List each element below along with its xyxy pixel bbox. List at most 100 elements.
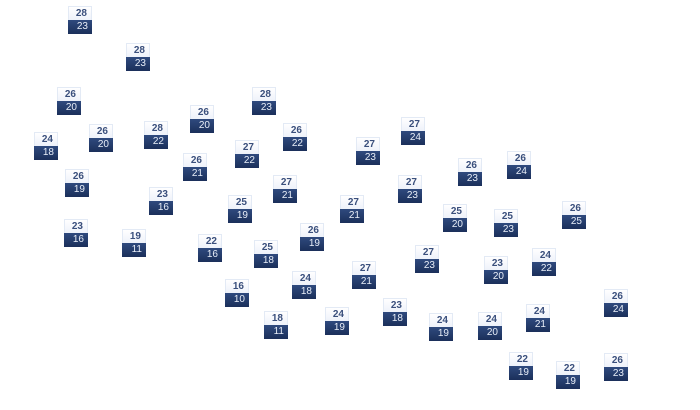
- low-temperature: 23: [494, 223, 518, 237]
- low-temperature: 23: [604, 367, 628, 381]
- high-temperature: 27: [398, 175, 422, 189]
- station-marker[interactable]: 23 18: [383, 298, 407, 326]
- station-marker[interactable]: 19 11: [122, 229, 146, 257]
- station-marker[interactable]: 27 23: [356, 137, 380, 165]
- station-marker[interactable]: 27 21: [273, 175, 297, 203]
- high-temperature: 27: [356, 137, 380, 151]
- low-temperature: 23: [356, 151, 380, 165]
- high-temperature: 26: [65, 169, 89, 183]
- high-temperature: 26: [57, 87, 81, 101]
- station-marker[interactable]: 24 22: [532, 248, 556, 276]
- low-temperature: 24: [401, 131, 425, 145]
- low-temperature: 19: [228, 209, 252, 223]
- high-temperature: 26: [300, 223, 324, 237]
- station-marker[interactable]: 26 23: [458, 158, 482, 186]
- high-temperature: 26: [183, 153, 207, 167]
- high-temperature: 18: [264, 311, 288, 325]
- station-marker[interactable]: 26 20: [89, 124, 113, 152]
- high-temperature: 23: [484, 256, 508, 270]
- low-temperature: 20: [443, 218, 467, 232]
- high-temperature: 23: [149, 187, 173, 201]
- station-marker[interactable]: 24 19: [429, 313, 453, 341]
- high-temperature: 22: [556, 361, 580, 375]
- station-marker[interactable]: 28 23: [252, 87, 276, 115]
- high-temperature: 16: [225, 279, 249, 293]
- station-marker[interactable]: 26 24: [507, 151, 531, 179]
- station-marker[interactable]: 24 18: [292, 271, 316, 299]
- low-temperature: 23: [415, 259, 439, 273]
- low-temperature: 21: [352, 275, 376, 289]
- high-temperature: 25: [494, 209, 518, 223]
- high-temperature: 24: [325, 307, 349, 321]
- high-temperature: 23: [64, 219, 88, 233]
- high-temperature: 26: [562, 201, 586, 215]
- high-temperature: 22: [509, 352, 533, 366]
- station-marker[interactable]: 26 19: [65, 169, 89, 197]
- station-marker[interactable]: 26 20: [57, 87, 81, 115]
- station-marker[interactable]: 22 19: [509, 352, 533, 380]
- station-marker[interactable]: 26 21: [183, 153, 207, 181]
- station-marker[interactable]: 23 16: [64, 219, 88, 247]
- station-marker[interactable]: 27 22: [235, 140, 259, 168]
- low-temperature: 10: [225, 293, 249, 307]
- high-temperature: 28: [144, 121, 168, 135]
- low-temperature: 18: [254, 254, 278, 268]
- high-temperature: 24: [34, 132, 58, 146]
- station-marker[interactable]: 22 16: [198, 234, 222, 262]
- low-temperature: 21: [273, 189, 297, 203]
- station-marker[interactable]: 27 24: [401, 117, 425, 145]
- low-temperature: 22: [235, 154, 259, 168]
- low-temperature: 16: [64, 233, 88, 247]
- high-temperature: 28: [68, 6, 92, 20]
- station-marker[interactable]: 23 16: [149, 187, 173, 215]
- low-temperature: 25: [562, 215, 586, 229]
- station-marker[interactable]: 24 21: [526, 304, 550, 332]
- station-marker[interactable]: 25 23: [494, 209, 518, 237]
- low-temperature: 23: [458, 172, 482, 186]
- high-temperature: 26: [89, 124, 113, 138]
- station-marker[interactable]: 24 20: [478, 312, 502, 340]
- station-marker[interactable]: 26 20: [190, 105, 214, 133]
- station-marker[interactable]: 27 23: [398, 175, 422, 203]
- high-temperature: 27: [352, 261, 376, 275]
- low-temperature: 19: [429, 327, 453, 341]
- station-marker[interactable]: 28 23: [126, 43, 150, 71]
- high-temperature: 24: [429, 313, 453, 327]
- station-marker[interactable]: 16 10: [225, 279, 249, 307]
- high-temperature: 26: [283, 123, 307, 137]
- high-temperature: 22: [198, 234, 222, 248]
- station-marker[interactable]: 28 23: [68, 6, 92, 34]
- station-marker[interactable]: 26 19: [300, 223, 324, 251]
- low-temperature: 21: [340, 209, 364, 223]
- low-temperature: 19: [325, 321, 349, 335]
- low-temperature: 24: [604, 303, 628, 317]
- station-marker[interactable]: 26 24: [604, 289, 628, 317]
- station-marker[interactable]: 25 20: [443, 204, 467, 232]
- low-temperature: 23: [68, 20, 92, 34]
- station-marker[interactable]: 27 21: [340, 195, 364, 223]
- station-marker[interactable]: 26 23: [604, 353, 628, 381]
- high-temperature: 28: [252, 87, 276, 101]
- station-marker[interactable]: 24 19: [325, 307, 349, 335]
- high-temperature: 26: [604, 289, 628, 303]
- low-temperature: 22: [283, 137, 307, 151]
- station-marker[interactable]: 22 19: [556, 361, 580, 389]
- station-marker[interactable]: 18 11: [264, 311, 288, 339]
- station-marker[interactable]: 26 22: [283, 123, 307, 151]
- station-marker[interactable]: 27 23: [415, 245, 439, 273]
- station-marker[interactable]: 26 25: [562, 201, 586, 229]
- station-marker[interactable]: 23 20: [484, 256, 508, 284]
- low-temperature: 11: [264, 325, 288, 339]
- high-temperature: 19: [122, 229, 146, 243]
- station-marker[interactable]: 28 22: [144, 121, 168, 149]
- station-marker[interactable]: 25 18: [254, 240, 278, 268]
- high-temperature: 27: [415, 245, 439, 259]
- low-temperature: 11: [122, 243, 146, 257]
- high-temperature: 27: [273, 175, 297, 189]
- station-marker[interactable]: 24 18: [34, 132, 58, 160]
- low-temperature: 23: [252, 101, 276, 115]
- station-marker[interactable]: 25 19: [228, 195, 252, 223]
- station-marker[interactable]: 27 21: [352, 261, 376, 289]
- high-temperature: 24: [292, 271, 316, 285]
- high-temperature: 25: [443, 204, 467, 218]
